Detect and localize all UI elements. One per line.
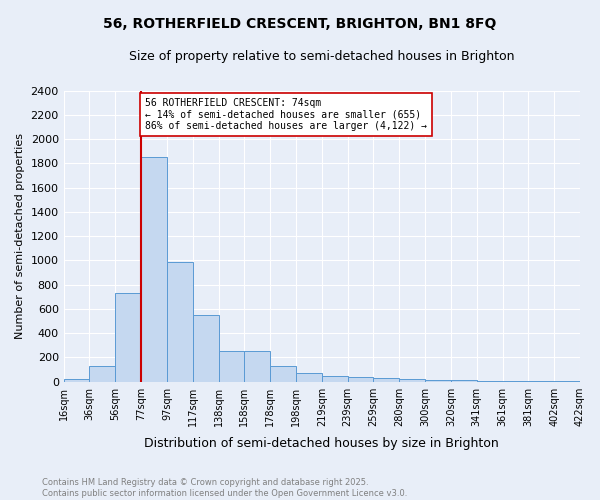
Bar bbox=[347, 378, 373, 382]
Bar bbox=[503, 381, 529, 382]
Y-axis label: Number of semi-detached properties: Number of semi-detached properties bbox=[15, 133, 25, 339]
Bar bbox=[322, 376, 347, 382]
Title: Size of property relative to semi-detached houses in Brighton: Size of property relative to semi-detach… bbox=[129, 50, 515, 63]
Text: Contains HM Land Registry data © Crown copyright and database right 2025.
Contai: Contains HM Land Registry data © Crown c… bbox=[42, 478, 407, 498]
Bar bbox=[399, 379, 425, 382]
Bar bbox=[425, 380, 451, 382]
Bar bbox=[373, 378, 399, 382]
Bar bbox=[451, 380, 477, 382]
X-axis label: Distribution of semi-detached houses by size in Brighton: Distribution of semi-detached houses by … bbox=[145, 437, 499, 450]
Bar bbox=[270, 366, 296, 382]
Bar bbox=[477, 380, 503, 382]
Bar bbox=[115, 293, 141, 382]
Text: 56, ROTHERFIELD CRESCENT, BRIGHTON, BN1 8FQ: 56, ROTHERFIELD CRESCENT, BRIGHTON, BN1 … bbox=[103, 18, 497, 32]
Bar bbox=[244, 352, 270, 382]
Bar bbox=[141, 158, 167, 382]
Bar bbox=[167, 262, 193, 382]
Bar bbox=[218, 352, 244, 382]
Bar bbox=[296, 372, 322, 382]
Text: 56 ROTHERFIELD CRESCENT: 74sqm
← 14% of semi-detached houses are smaller (655)
8: 56 ROTHERFIELD CRESCENT: 74sqm ← 14% of … bbox=[145, 98, 427, 132]
Bar bbox=[193, 315, 218, 382]
Bar bbox=[89, 366, 115, 382]
Bar bbox=[64, 379, 89, 382]
